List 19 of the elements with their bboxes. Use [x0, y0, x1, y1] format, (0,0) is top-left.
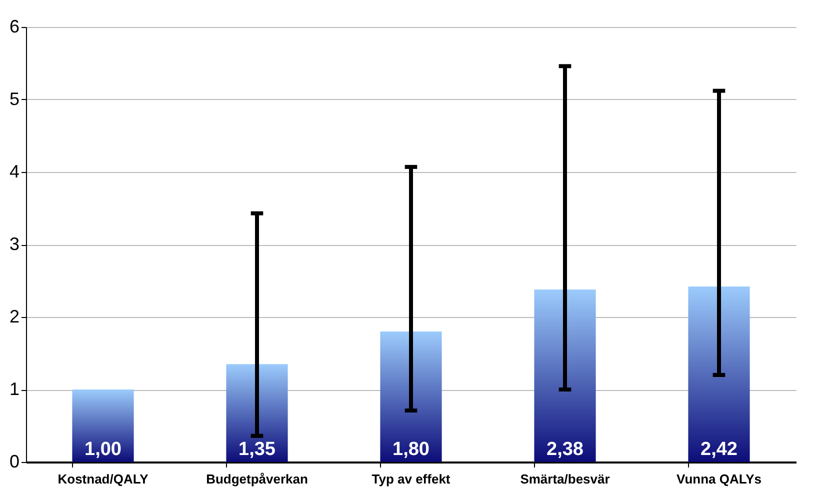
- y-tick-label: 0: [9, 452, 20, 472]
- y-tick-label: 2: [9, 306, 20, 326]
- data-label: 1,35: [238, 439, 276, 460]
- y-tick-label: 5: [9, 89, 20, 109]
- bar: [72, 390, 134, 462]
- x-tick-label: Vunna QALYs: [676, 472, 762, 486]
- x-tick-label: Smärta/besvär: [520, 472, 610, 486]
- y-tick-label: 4: [9, 162, 20, 182]
- bar: [688, 286, 750, 462]
- x-tick-label: Kostnad/QALY: [58, 472, 149, 486]
- data-label: 1,00: [84, 439, 122, 460]
- y-tick-label: 6: [9, 16, 20, 36]
- x-tick-label: Typ av effekt: [372, 472, 451, 486]
- x-tick-label: Budgetpåverkan: [206, 472, 308, 486]
- data-label: 2,38: [546, 439, 584, 460]
- y-tick-label: 3: [9, 234, 20, 254]
- data-label: 2,42: [700, 439, 738, 460]
- data-label: 1,80: [392, 439, 430, 460]
- y-tick-label: 1: [9, 379, 20, 399]
